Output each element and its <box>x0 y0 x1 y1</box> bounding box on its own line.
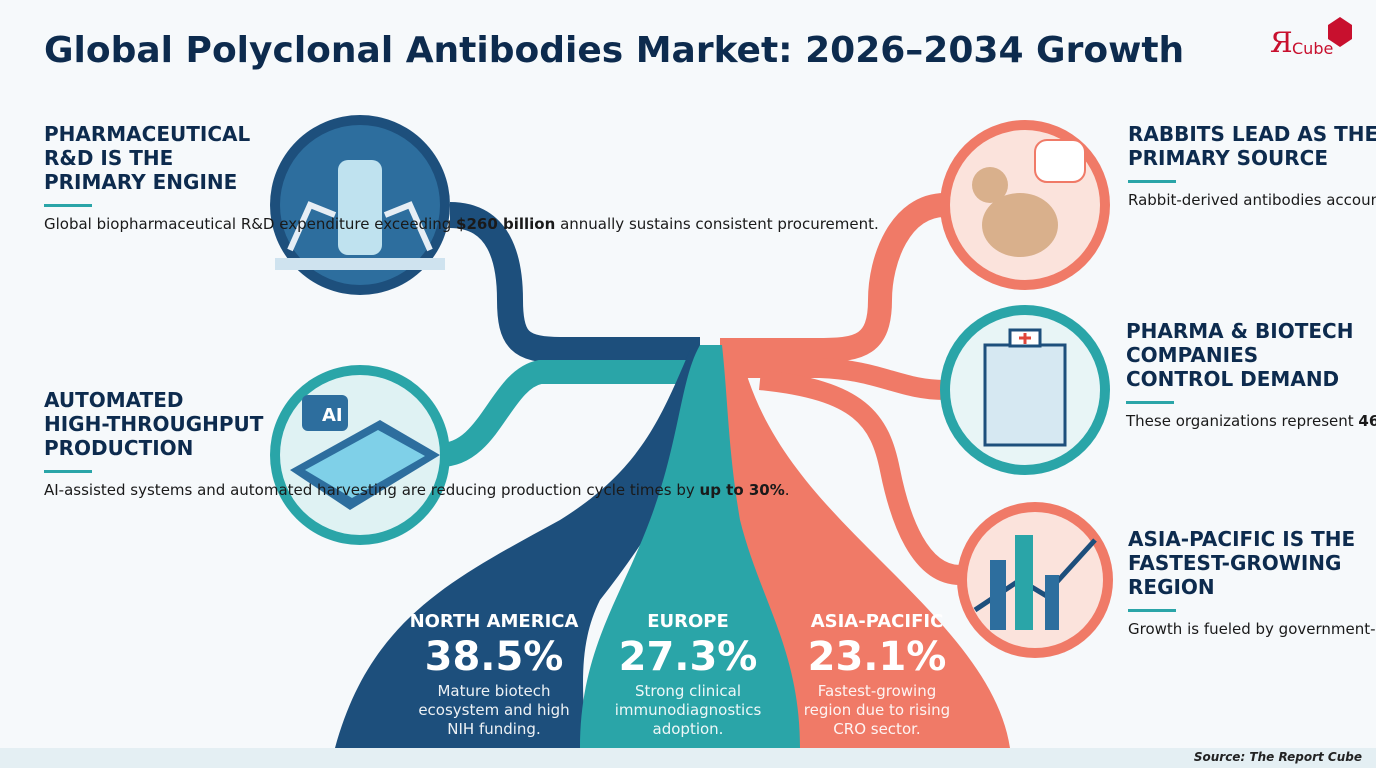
region-name: EUROPE <box>647 611 729 632</box>
region-name: ASIA-PACIFIC <box>810 611 944 632</box>
icon-shape <box>990 560 1006 630</box>
region-desc-line: Mature biotech <box>437 682 551 700</box>
region-share: 38.5% <box>424 634 564 680</box>
ribbon <box>725 358 946 400</box>
panel-title: COMPANIES <box>1126 343 1259 367</box>
ribbon <box>438 360 690 467</box>
icon-shape <box>1034 139 1086 183</box>
body-text: $260 billion <box>456 215 556 233</box>
region-shape <box>580 345 800 748</box>
footer-band <box>0 748 1376 768</box>
icon-circle <box>967 512 1103 648</box>
region-desc: Mature biotech ecosystem and high NIH fund… <box>394 682 594 739</box>
region-desc-line: immunodiagnostics <box>614 701 762 719</box>
ribbon <box>720 193 947 362</box>
region-desc-line: Fastest-growing <box>817 682 937 700</box>
region-desc-line: CRO sector. <box>833 720 921 738</box>
icon-shape <box>1015 535 1033 630</box>
region-name: NORTH AMERICA <box>409 611 579 632</box>
icon-shape <box>338 160 382 255</box>
panel-title: R&D IS THE <box>44 146 174 170</box>
region-desc-line: adoption. <box>652 720 724 738</box>
panel: AUTOMATED HIGH-THROUGHPUT PRODUCTION AI-ass… <box>44 388 790 500</box>
logo-cube <box>1328 17 1352 47</box>
region: EUROPE 27.3% Strong clinical immunodiagnost… <box>588 611 788 739</box>
region-desc-line: ecosystem and high <box>418 701 570 719</box>
icon-shape <box>287 201 433 252</box>
body-text: These organizations represent <box>1126 412 1359 430</box>
icon-label: AI <box>322 405 343 426</box>
body-text: 46% <box>1358 412 1376 430</box>
panel: PHARMACEUTICAL R&D IS THE PRIMARY ENGINE Gl… <box>44 122 879 234</box>
panel-title: PHARMACEUTICAL <box>44 122 251 146</box>
region-desc-line: Strong clinical <box>634 682 742 700</box>
icon-shape <box>972 167 1008 203</box>
panel: PHARMA & BIOTECH COMPANIES CONTROL DEMAND T… <box>1126 319 1376 431</box>
panel-title: PHARMA & BIOTECH <box>1126 319 1354 343</box>
icon-shape <box>983 343 1067 447</box>
region: NORTH AMERICA 38.5% Mature biotech ecosyste… <box>394 611 594 739</box>
region: ASIA-PACIFIC 23.1% Fastest-growing region d… <box>777 611 977 739</box>
region-desc-line: NIH funding. <box>447 720 541 738</box>
panel-body: Growth is fueled by government-backed bi… <box>1128 620 1376 639</box>
region-desc: Strong clinical immunodiagnostics adoption… <box>588 682 788 739</box>
body-text: AI-assisted systems and automated harves… <box>44 481 700 499</box>
icon-shape <box>982 193 1058 257</box>
logo-mark: Я <box>1270 26 1293 59</box>
source: Source: The Report Cube <box>1194 750 1362 764</box>
body-text: . <box>784 481 790 499</box>
icon-shape <box>1045 575 1059 630</box>
divider <box>44 470 92 473</box>
panel-body: These organizations represent 46% of tot… <box>1126 412 1376 431</box>
ribbon <box>759 370 961 585</box>
icon-shape <box>275 258 445 270</box>
divider <box>1126 401 1174 404</box>
panel-title: AUTOMATED <box>44 388 184 412</box>
divider <box>1128 180 1176 183</box>
region-share: 23.1% <box>807 634 947 680</box>
region-share: 27.3% <box>618 634 758 680</box>
panel-title: PRIMARY SOURCE <box>1128 146 1329 170</box>
region-desc: Fastest-growing region due to rising CRO s… <box>777 682 977 739</box>
region-desc-line: region due to rising <box>803 701 951 719</box>
icon-shape <box>302 395 348 431</box>
panel-body: AI-assisted systems and automated harves… <box>44 481 790 500</box>
logo-text: Cube <box>1292 39 1333 58</box>
panel-body: Global biopharmaceutical R&D expenditure… <box>44 215 879 234</box>
body-text: up to 30% <box>699 481 785 499</box>
panel: RABBITS LEAD AS THE PRIMARY SOURCE Rabbit-… <box>1128 122 1376 210</box>
body-text: Rabbit-derived antibodies account for <box>1128 191 1376 209</box>
panel-title: ASIA-PACIFIC IS THE <box>1128 527 1356 551</box>
region-shape <box>335 350 720 748</box>
region-shape <box>710 350 1010 748</box>
title: Global Polyclonal Antibodies Market: 202… <box>44 30 1184 71</box>
panel-title: REGION <box>1128 575 1215 599</box>
panel-title: FASTEST-GROWING <box>1128 551 1342 575</box>
body-text: annually sustains consistent procurement… <box>555 215 879 233</box>
panel-body: Rabbit-derived antibodies account for 48… <box>1128 191 1376 210</box>
panel-title: CONTROL DEMAND <box>1126 367 1340 391</box>
icon-shape <box>1019 333 1031 344</box>
body-text: Growth is fueled by government-backed bi… <box>1128 620 1376 638</box>
panel-title: PRIMARY ENGINE <box>44 170 238 194</box>
panel-title: RABBITS LEAD AS THE <box>1128 122 1376 146</box>
ribbon <box>449 202 700 363</box>
body-text: Global biopharmaceutical R&D expenditure… <box>44 215 457 233</box>
panel: ASIA-PACIFIC IS THE FASTEST-GROWING REGION… <box>1128 527 1376 639</box>
panel-title: HIGH-THROUGHPUT <box>44 412 264 436</box>
icon-shape <box>305 430 425 498</box>
divider <box>44 204 92 207</box>
panel-title: PRODUCTION <box>44 436 194 460</box>
divider <box>1128 609 1176 612</box>
